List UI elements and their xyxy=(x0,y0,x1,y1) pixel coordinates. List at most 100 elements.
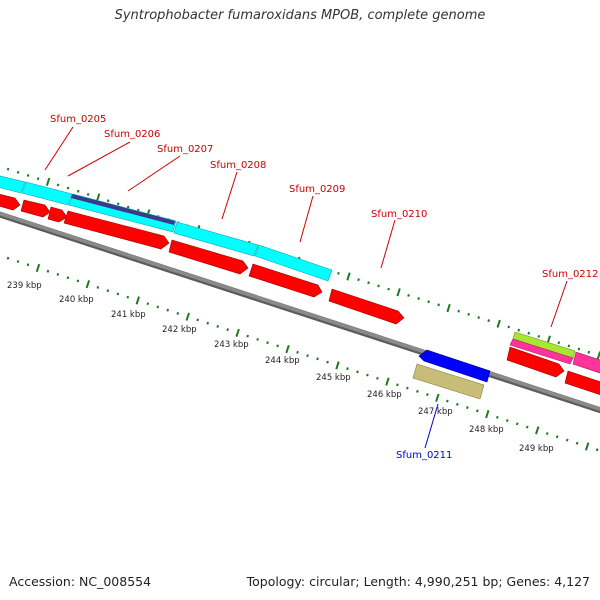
major-tick xyxy=(335,361,340,370)
cog-feature-0209 xyxy=(254,244,333,282)
minor-tick xyxy=(517,328,521,332)
forward-cds-track xyxy=(0,193,600,395)
major-tick xyxy=(535,426,540,435)
cog-track xyxy=(0,175,600,374)
leader-line-0211 xyxy=(424,403,439,449)
minor-tick xyxy=(595,448,599,452)
major-tick xyxy=(396,288,401,297)
major-tick xyxy=(435,393,440,402)
cds-arrow-0204 xyxy=(0,193,21,211)
gene-label-leaders xyxy=(44,126,568,449)
gene-label-sfum-0209: Sfum_0209 xyxy=(289,184,345,195)
kbp-label: 248 kbp xyxy=(469,425,504,435)
leader-line-0206 xyxy=(67,141,131,177)
major-tick xyxy=(546,335,551,344)
minor-tick xyxy=(86,193,90,196)
minor-tick xyxy=(126,205,130,209)
accession-label: Accession: NC_008554 xyxy=(9,574,152,589)
cog-feature-0213 xyxy=(572,351,600,374)
minor-tick xyxy=(16,170,20,174)
major-tick xyxy=(446,303,451,313)
leader-line-0209 xyxy=(299,195,314,243)
minor-tick xyxy=(396,383,399,387)
major-tick xyxy=(496,319,501,328)
minor-tick xyxy=(487,319,491,323)
minor-tick xyxy=(76,279,80,283)
minor-tick xyxy=(525,425,529,429)
leader-line-0205 xyxy=(44,126,74,171)
minor-tick xyxy=(176,312,180,315)
minor-tick xyxy=(357,278,360,282)
major-tick xyxy=(235,328,240,338)
cds-arrow-0208 xyxy=(248,263,323,298)
reverse-cds-track xyxy=(412,349,491,400)
gene-label-sfum-0206: Sfum_0206 xyxy=(104,129,160,140)
cog-feature-0204 xyxy=(0,175,26,194)
kbp-label: 249 kbp xyxy=(519,444,554,454)
gene-label-sfum-0208: Sfum_0208 xyxy=(210,160,266,171)
minor-tick xyxy=(106,289,110,293)
major-tick xyxy=(45,177,51,186)
genome-backbone xyxy=(0,211,600,411)
minor-tick xyxy=(446,399,449,403)
minor-tick xyxy=(367,281,370,285)
minor-tick xyxy=(226,328,229,332)
kbp-label: 243 kbp xyxy=(214,340,249,350)
gene-label-sfum-0211: Sfum_0211 xyxy=(396,450,452,461)
cog-feature-0208 xyxy=(173,221,259,257)
major-tick xyxy=(346,272,351,281)
minor-tick xyxy=(515,422,519,426)
major-tick xyxy=(285,344,290,354)
minor-tick xyxy=(26,174,30,177)
minor-tick xyxy=(326,360,329,364)
genome-summary-label: Topology: circular; Length: 4,990,251 bp… xyxy=(246,574,590,589)
cds-arrow-0205 xyxy=(20,199,51,218)
kbp-labels: 239 kbp 240 kbp 241 kbp 242 kbp 243 kbp … xyxy=(7,281,554,454)
minor-tick xyxy=(456,402,459,406)
leader-line-0207 xyxy=(127,155,181,192)
cog-feature-0211 xyxy=(412,363,485,400)
minor-tick xyxy=(156,305,160,309)
minor-tick xyxy=(337,271,340,275)
minor-tick xyxy=(106,199,110,203)
minor-tick xyxy=(527,331,531,335)
cds-arrow-0209 xyxy=(328,288,405,325)
minor-tick xyxy=(6,256,10,260)
leader-line-0210 xyxy=(380,219,396,269)
minor-tick xyxy=(575,441,579,445)
minor-tick xyxy=(296,350,299,354)
minor-tick xyxy=(66,276,70,280)
minor-tick xyxy=(406,386,409,390)
minor-tick xyxy=(36,177,40,181)
kbp-label: 241 kbp xyxy=(111,310,146,320)
minor-tick xyxy=(416,389,419,393)
minor-tick xyxy=(557,341,561,345)
gene-label-sfum-0207: Sfum_0207 xyxy=(157,144,213,155)
minor-tick xyxy=(356,370,359,374)
kbp-label: 242 kbp xyxy=(162,325,197,335)
minor-tick xyxy=(346,367,349,371)
minor-tick xyxy=(376,376,379,380)
minor-tick xyxy=(505,419,509,422)
minor-tick xyxy=(126,295,130,299)
minor-tick xyxy=(116,202,120,206)
minor-tick xyxy=(537,335,541,338)
cds-arrow-0207 xyxy=(168,239,249,275)
cog-feature-0207 xyxy=(71,194,175,225)
minor-tick xyxy=(475,409,479,413)
cds-arrow-0211-reverse xyxy=(418,349,491,383)
minor-tick xyxy=(66,186,70,190)
minor-tick xyxy=(206,321,210,325)
cds-arrow-0212 xyxy=(506,346,565,378)
major-tick xyxy=(85,280,91,289)
minor-tick xyxy=(306,354,309,358)
minor-tick xyxy=(466,406,469,409)
minor-tick xyxy=(56,272,60,276)
gene-label-sfum-0210: Sfum_0210 xyxy=(371,209,427,220)
minor-tick xyxy=(366,373,369,377)
minor-tick xyxy=(246,334,249,338)
gene-labels: Sfum_0205 Sfum_0206 Sfum_0207 Sfum_0208 … xyxy=(50,114,598,461)
minor-tick xyxy=(377,284,380,288)
cds-arrow-0205b xyxy=(47,206,68,223)
